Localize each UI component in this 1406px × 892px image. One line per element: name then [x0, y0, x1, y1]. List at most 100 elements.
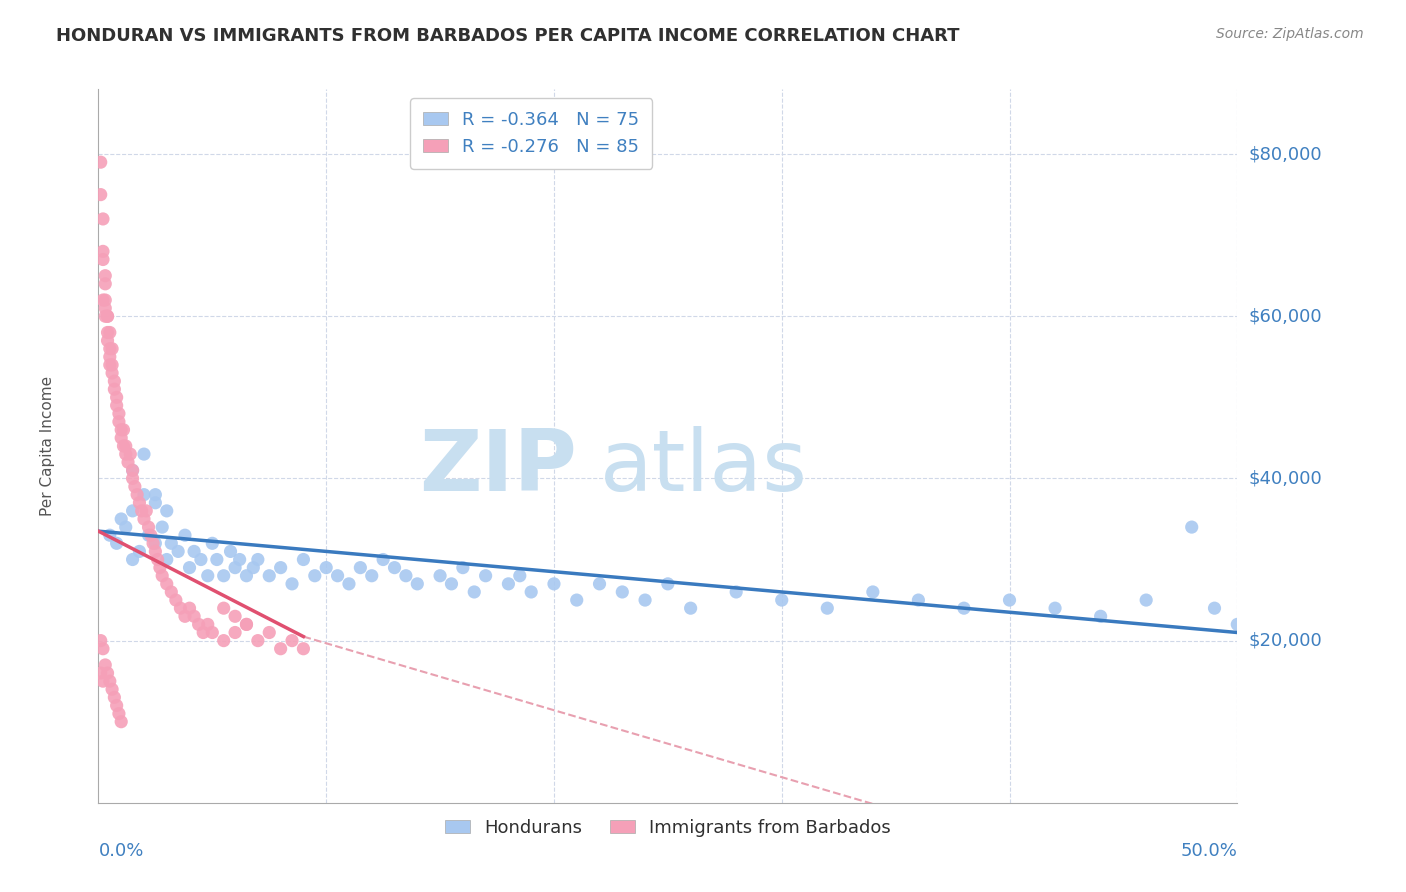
Point — [132, 488, 155, 502]
Point — [96, 334, 118, 348]
Point — [167, 544, 190, 558]
Point — [463, 585, 485, 599]
Legend: Hondurans, Immigrants from Barbados: Hondurans, Immigrants from Barbados — [437, 812, 898, 844]
Point — [108, 415, 131, 429]
Point — [235, 617, 257, 632]
Point — [101, 342, 124, 356]
Point — [160, 536, 183, 550]
Point — [127, 488, 149, 502]
Point — [246, 552, 269, 566]
Point — [451, 560, 474, 574]
Point — [105, 399, 128, 413]
Point — [259, 568, 281, 582]
Point — [270, 560, 292, 574]
Point — [150, 520, 173, 534]
Point — [149, 560, 172, 574]
Point — [96, 666, 118, 681]
Point — [224, 609, 246, 624]
Point — [360, 568, 382, 582]
Point — [91, 641, 114, 656]
Point — [565, 593, 588, 607]
Point — [270, 641, 292, 656]
Text: Source: ZipAtlas.com: Source: ZipAtlas.com — [1216, 27, 1364, 41]
Point — [91, 252, 114, 267]
Point — [440, 577, 463, 591]
Point — [94, 310, 117, 324]
Point — [112, 439, 135, 453]
Point — [91, 211, 114, 226]
Point — [90, 155, 112, 169]
Point — [588, 577, 610, 591]
Point — [907, 593, 929, 607]
Point — [205, 552, 228, 566]
Text: $80,000: $80,000 — [1249, 145, 1322, 163]
Text: $40,000: $40,000 — [1249, 469, 1322, 487]
Point — [156, 552, 179, 566]
Point — [634, 593, 657, 607]
Point — [108, 407, 131, 421]
Point — [103, 382, 125, 396]
Point — [612, 585, 634, 599]
Point — [679, 601, 702, 615]
Point — [91, 674, 114, 689]
Point — [112, 423, 135, 437]
Text: $20,000: $20,000 — [1249, 632, 1322, 649]
Point — [117, 455, 139, 469]
Point — [1204, 601, 1226, 615]
Point — [1181, 520, 1204, 534]
Point — [395, 568, 418, 582]
Text: ZIP: ZIP — [419, 425, 576, 509]
Point — [371, 552, 394, 566]
Point — [160, 585, 183, 599]
Point — [179, 601, 201, 615]
Point — [138, 528, 160, 542]
Point — [183, 609, 205, 624]
Text: 0.0%: 0.0% — [98, 842, 143, 860]
Point — [224, 560, 246, 574]
Point — [121, 463, 143, 477]
Point — [98, 326, 121, 340]
Point — [315, 560, 337, 574]
Point — [105, 698, 128, 713]
Point — [101, 366, 124, 380]
Point — [281, 577, 304, 591]
Point — [121, 471, 143, 485]
Point — [91, 293, 114, 307]
Point — [91, 244, 114, 259]
Point — [292, 552, 315, 566]
Point — [110, 512, 132, 526]
Point — [235, 617, 257, 632]
Point — [281, 633, 304, 648]
Point — [337, 577, 360, 591]
Point — [326, 568, 349, 582]
Point — [174, 528, 197, 542]
Point — [132, 512, 155, 526]
Point — [156, 577, 179, 591]
Point — [103, 690, 125, 705]
Point — [139, 528, 162, 542]
Point — [105, 536, 128, 550]
Point — [224, 625, 246, 640]
Point — [235, 568, 257, 582]
Point — [259, 625, 281, 640]
Point — [429, 568, 451, 582]
Point — [242, 560, 264, 574]
Point — [219, 544, 242, 558]
Point — [212, 568, 235, 582]
Point — [183, 544, 205, 558]
Point — [384, 560, 406, 574]
Point — [190, 552, 212, 566]
Text: 50.0%: 50.0% — [1181, 842, 1237, 860]
Point — [96, 310, 118, 324]
Point — [304, 568, 326, 582]
Point — [1090, 609, 1112, 624]
Point — [246, 633, 269, 648]
Point — [145, 496, 167, 510]
Point — [101, 358, 124, 372]
Point — [815, 601, 838, 615]
Point — [128, 496, 150, 510]
Point — [135, 504, 157, 518]
Point — [770, 593, 793, 607]
Point — [110, 714, 132, 729]
Point — [197, 568, 219, 582]
